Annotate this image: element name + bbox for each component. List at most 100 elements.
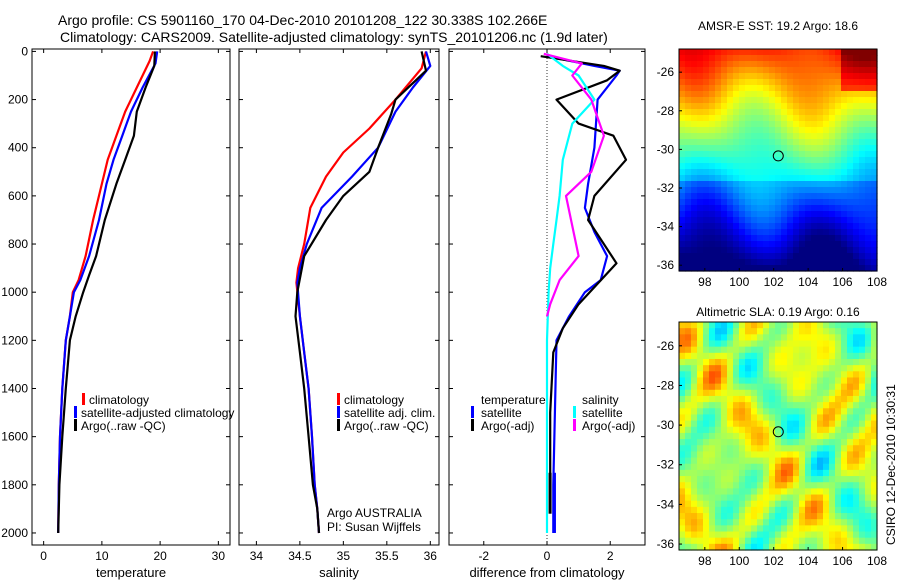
heatmap-cell [739, 217, 746, 224]
heatmap-cell [745, 408, 752, 416]
heatmap-cell [817, 163, 824, 170]
heatmap-cell [841, 211, 848, 218]
heatmap-cell [745, 205, 752, 212]
heatmap-cell [871, 49, 878, 56]
heatmap-cell [733, 519, 740, 526]
heatmap-cell [745, 157, 752, 164]
heatmap-cell [793, 73, 800, 80]
heatmap-cell [775, 169, 782, 176]
heatmap-cell [823, 217, 830, 224]
heatmap-cell [697, 488, 704, 496]
heatmap-cell [709, 439, 716, 446]
heatmap-cell [799, 426, 806, 434]
heatmap-cell [847, 346, 854, 354]
heatmap-cell [715, 488, 722, 496]
heatmap-cell [805, 408, 812, 416]
heatmap-cell [691, 358, 698, 366]
heatmap-cell [871, 476, 878, 483]
heatmap-cell [805, 91, 812, 98]
heatmap-cell [769, 451, 776, 459]
heatmap-cell [733, 531, 740, 539]
heatmap-cell [799, 482, 806, 489]
heatmap-cell [847, 211, 854, 218]
heatmap-cell [733, 61, 740, 68]
heatmap-cell [781, 109, 788, 116]
heatmap-cell [811, 175, 818, 182]
heatmap-cell [703, 500, 710, 508]
heatmap-cell [781, 145, 788, 152]
heatmap-cell [781, 151, 788, 158]
heatmap-cell [685, 73, 692, 80]
heatmap-cell [715, 340, 722, 348]
heatmap-cell [739, 322, 746, 329]
heatmap-cell [829, 457, 836, 465]
heatmap-cell [865, 235, 872, 242]
heatmap-cell [817, 476, 824, 483]
heatmap-cell [775, 322, 782, 329]
y-tick-label: -32 [657, 181, 675, 195]
heatmap-cell [817, 109, 824, 116]
heatmap-cell [799, 352, 806, 360]
heatmap-cell [751, 371, 758, 379]
heatmap-cell [703, 175, 710, 182]
heatmap-cell [829, 211, 836, 218]
heatmap-cell [739, 253, 746, 260]
heatmap-cell [739, 334, 746, 342]
heatmap-cell [871, 121, 878, 128]
heatmap-cell [805, 358, 812, 366]
heatmap-cell [715, 211, 722, 218]
heatmap-cell [823, 334, 830, 342]
heatmap-cell [733, 439, 740, 446]
heatmap-cell [799, 151, 806, 158]
heatmap-cell [685, 205, 692, 212]
heatmap-cell [865, 476, 872, 483]
heatmap-cell [721, 408, 728, 416]
heatmap-cell [715, 103, 722, 110]
heatmap-cell [727, 482, 734, 489]
heatmap-cell [733, 55, 740, 62]
heatmap-cell [835, 371, 842, 379]
heatmap-cell [775, 103, 782, 110]
heatmap-cell [835, 352, 842, 360]
heatmap-cell [775, 181, 782, 188]
heatmap-cell [715, 217, 722, 224]
heatmap-cell [721, 127, 728, 134]
heatmap-cell [787, 439, 794, 446]
heatmap-cell [721, 525, 728, 533]
heatmap-cell [697, 247, 704, 254]
heatmap-cell [751, 457, 758, 465]
heatmap-cell [811, 199, 818, 206]
heatmap-cell [805, 414, 812, 422]
heatmap-cell [859, 157, 866, 164]
heatmap-cell [835, 383, 842, 391]
heatmap-cell [733, 358, 740, 366]
heatmap-cell [697, 365, 704, 372]
heatmap-cell [817, 352, 824, 360]
heatmap-cell [853, 439, 860, 446]
heatmap-cell [829, 476, 836, 483]
heatmap-cell [811, 247, 818, 254]
heatmap-cell [829, 506, 836, 514]
heatmap-cell [739, 235, 746, 242]
heatmap-cell [727, 469, 734, 477]
heatmap-cell [763, 463, 770, 471]
heatmap-cell [799, 247, 806, 254]
heatmap-cell [841, 537, 848, 545]
heatmap-cell [841, 259, 848, 266]
heatmap-cell [739, 420, 746, 428]
heatmap-cell [751, 169, 758, 176]
heatmap-cell [793, 211, 800, 218]
heatmap-cell [811, 97, 818, 104]
heatmap-cell [703, 346, 710, 354]
heatmap-cell [823, 199, 830, 206]
heatmap-cell [697, 163, 704, 170]
heatmap-cell [799, 79, 806, 86]
heatmap-cell [727, 181, 734, 188]
heatmap-cell [697, 229, 704, 236]
heatmap-cell [781, 365, 788, 372]
heatmap-cell [865, 537, 872, 545]
heatmap-cell [835, 163, 842, 170]
heatmap-cell [853, 457, 860, 465]
heatmap-cell [859, 476, 866, 483]
heatmap-cell [835, 199, 842, 206]
